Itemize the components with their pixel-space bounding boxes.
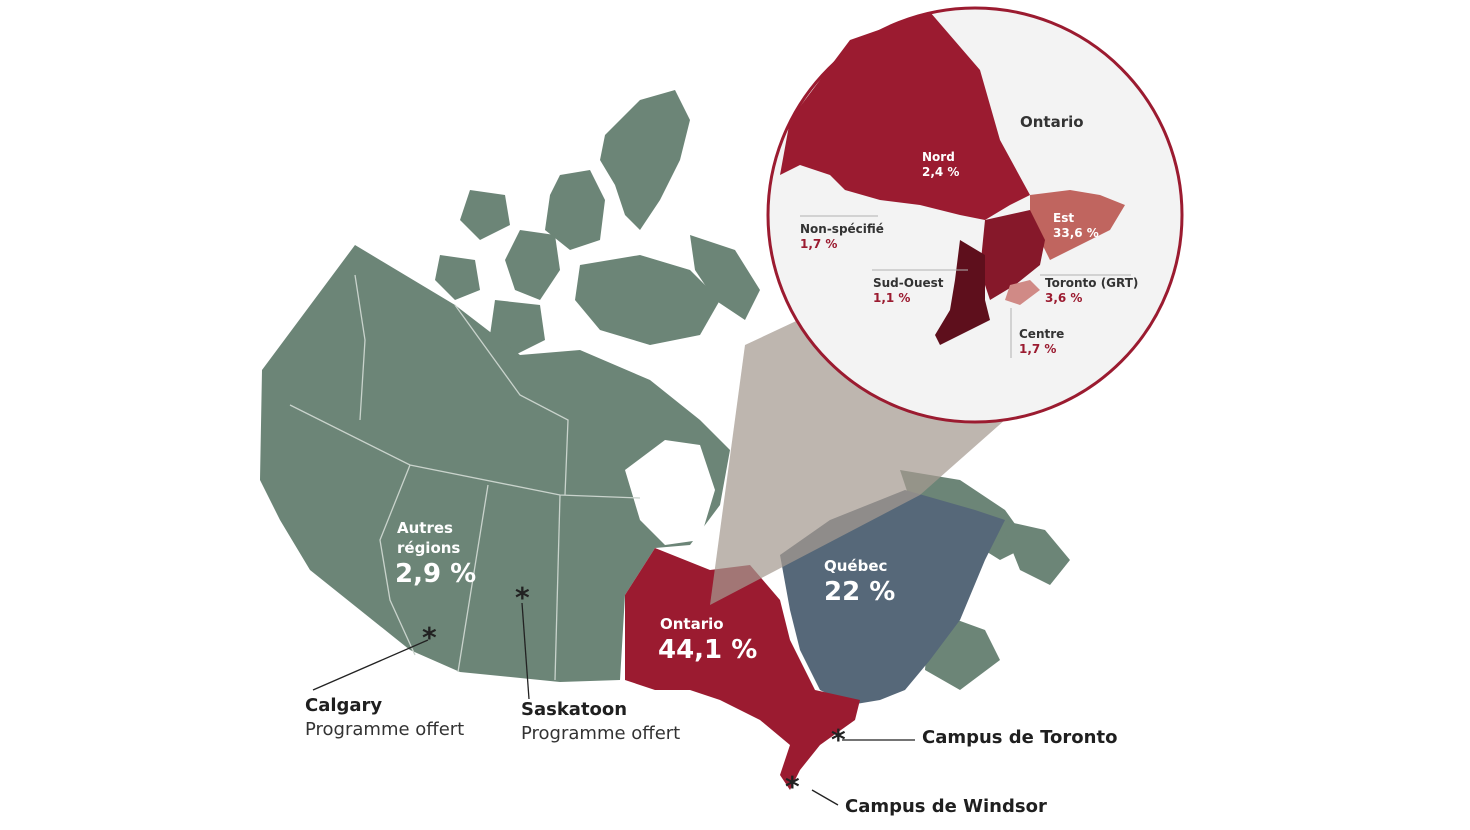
saskatoon-sub: Programme offert [521,723,681,744]
inset-est-name: Est [1053,211,1075,225]
other-regions-label-1: Autres [397,519,453,537]
toronto-campus-name: Campus de Toronto [922,727,1118,748]
windsor-star-icon: * [785,770,800,803]
inset-sud-ouest-name: Sud-Ouest [873,276,944,290]
inset-nord-pct: 2,4 % [922,165,960,179]
other-regions-pct: 2,9 % [395,559,477,589]
inset-sud-ouest-pct: 1,1 % [873,291,911,305]
quebec-label: Québec [824,557,888,575]
toronto-star-icon: * [831,723,846,756]
inset-non-specifie-pct: 1,7 % [800,237,838,251]
quebec-pct: 22 % [824,577,896,607]
windsor-campus-name: Campus de Windsor [845,796,1047,817]
inset-est-pct: 33,6 % [1053,226,1099,240]
saskatoon-name: Saskatoon [521,699,628,720]
inset-centre-pct: 1,7 % [1019,342,1057,356]
calgary-star-icon: * [422,621,437,654]
calgary-name: Calgary [305,695,383,716]
calgary-sub: Programme offert [305,719,465,740]
ontario-label: Ontario [660,615,724,633]
other-regions-label-2: régions [397,539,461,557]
ontario-pct: 44,1 % [658,635,758,665]
inset-toronto-name: Toronto (GRT) [1045,276,1139,290]
quebec-region [780,490,1005,705]
saskatoon-star-icon: * [515,581,530,614]
ontario-region [625,548,860,790]
other-regions [260,245,730,682]
inset-toronto-pct: 3,6 % [1045,291,1083,305]
arctic-islands [435,90,760,355]
inset-title: Ontario [1020,113,1084,131]
inset-nord-name: Nord [922,150,955,164]
inset-non-specifie-name: Non-spécifié [800,222,884,236]
ontario-inset [766,6,1184,424]
inset-centre-name: Centre [1019,327,1065,341]
